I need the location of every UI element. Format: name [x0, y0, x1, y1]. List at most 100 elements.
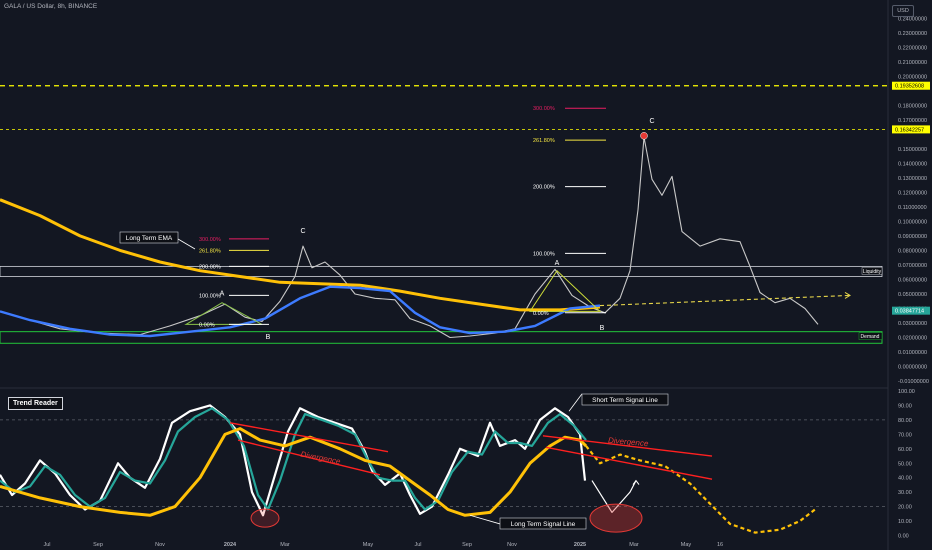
fib-label-left-2: 200.00%	[199, 264, 221, 270]
liquidity-label-box	[861, 267, 883, 275]
time-tick-label-1: Sep	[93, 542, 103, 548]
price-tick-label-14: 0.08000000	[898, 248, 927, 254]
osc-tick-label-6: 40.00	[898, 476, 912, 482]
drawing-arrowhead	[632, 479, 640, 485]
price-tick-label-10: 0.12000000	[898, 190, 927, 196]
short-signal-callout-label: Short Term Signal Line	[592, 397, 658, 404]
currency-button[interactable]: USD	[892, 5, 914, 17]
price-tick-label-22: 0.00000000	[898, 364, 927, 370]
price-pane[interactable]: 300.00% 261.80% 200.00% 100.00% 0.00% 300.00%…	[0, 85, 888, 344]
fast-signal-line	[0, 404, 587, 517]
price-tick-label-13: 0.09000000	[898, 234, 927, 240]
price-tick-label-21: 0.01000000	[898, 350, 927, 356]
short-signal-callout-box	[581, 393, 669, 406]
time-tick-label-7: Sep	[462, 542, 472, 548]
time-tick-label-2: Nov	[155, 542, 165, 548]
price-tick-label-23: -0.01000000	[898, 379, 929, 385]
time-tick-label-12: 16	[717, 542, 723, 548]
price-tick-label-2: 0.22000000	[898, 45, 927, 51]
fib-label-left-3: 100.00%	[199, 293, 221, 299]
ema-callout-box	[119, 231, 179, 244]
price-tag-label-0: 0.19352608	[895, 84, 924, 90]
price-tick-label-6: 0.17000000	[898, 118, 927, 124]
divergence-trendline-0	[229, 422, 389, 453]
price-tag-label-1: 0.16342257	[895, 127, 924, 133]
osc-tick-label-2: 80.00	[898, 418, 912, 424]
indicator-title: Trend Reader	[8, 397, 63, 410]
wave-label-4: B	[600, 325, 605, 332]
price-tick-label-12: 0.10000000	[898, 219, 927, 225]
fib-label-left-0: 300.00%	[199, 237, 221, 243]
osc-tick-label-0: 100.00	[898, 389, 915, 395]
osc-tick-label-8: 20.00	[898, 505, 912, 511]
ema-callout-leader	[177, 238, 196, 250]
oversold-highlight-1	[589, 503, 643, 533]
price-tick-label-3: 0.21000000	[898, 60, 927, 66]
osc-tick-label-1: 90.00	[898, 403, 912, 409]
time-tick-label-9: 2025	[574, 542, 586, 548]
pattern-triangle-right	[529, 269, 602, 312]
fib-label-left-1: 261.80%	[199, 248, 221, 254]
divergence-label-1: Divergence	[608, 436, 650, 449]
short-ema-line	[0, 285, 601, 338]
price-tick-label-20: 0.02000000	[898, 335, 927, 341]
price-tick-label-16: 0.06000000	[898, 277, 927, 283]
price-tag-label-2: 0.03847714	[895, 309, 924, 315]
osc-tick-label-3: 70.00	[898, 432, 912, 438]
osc-tick-label-7: 30.00	[898, 490, 912, 496]
liquidity-label: Liquidity	[863, 269, 882, 275]
demand-label-box	[858, 332, 883, 340]
oversold-highlight-0	[250, 508, 280, 528]
time-tick-label-6: Jul	[414, 542, 421, 548]
divergence-trendline-2	[542, 435, 713, 457]
price-tick-label-11: 0.11000000	[898, 205, 927, 211]
time-tick-label-3: 2024	[224, 542, 237, 548]
divergence-trendline-3	[545, 446, 713, 480]
time-tick-label-5: May	[363, 542, 374, 548]
projection-arrowhead	[844, 291, 851, 299]
symbol-title: GALA / US Dollar, 8h, BINANCE	[4, 3, 98, 10]
price-tick-label-19: 0.03000000	[898, 321, 927, 327]
fib-label-right-1: 261.80%	[533, 138, 555, 144]
osc-tick-label-4: 60.00	[898, 447, 912, 453]
price-tag-2	[892, 306, 930, 315]
price-tag-0	[892, 81, 930, 90]
price-tick-label-7: 0.15000000	[898, 147, 927, 153]
short-term-signal-line	[0, 407, 587, 511]
time-tick-label-4: Mar	[280, 542, 290, 548]
time-tick-label-10: Mar	[629, 542, 639, 548]
price-tick-label-9: 0.13000000	[898, 176, 927, 182]
wave-label-5: C	[649, 118, 654, 125]
peak-marker-icon	[640, 132, 648, 140]
osc-tick-label-5: 50.00	[898, 461, 912, 467]
fib-label-right-4: 0.00%	[533, 311, 549, 317]
time-tick-label-8: Nov	[507, 542, 517, 548]
wave-label-2: C	[300, 228, 305, 235]
price-tick-label-15: 0.07000000	[898, 263, 927, 269]
price-tick-label-8: 0.14000000	[898, 161, 927, 167]
demand-label: Demand	[861, 334, 880, 340]
wave-label-1: B	[266, 334, 271, 341]
price-tag-1	[892, 125, 930, 134]
long-term-ema-line	[0, 198, 601, 312]
short-signal-callout-leader	[568, 393, 583, 412]
ema-callout-label: Long Term EMA	[126, 235, 173, 242]
osc-tick-label-9: 10.00	[898, 519, 912, 525]
time-tick-label-11: May	[681, 542, 692, 548]
wave-label-3: A	[555, 260, 560, 267]
long-signal-callout-label: Long Term Signal Line	[511, 521, 576, 528]
pattern-triangle-left	[184, 302, 263, 325]
price-tick-label-5: 0.18000000	[898, 103, 927, 109]
fib-label-right-0: 300.00%	[533, 106, 555, 112]
long-signal-callout-box	[499, 517, 587, 530]
drawing-line	[591, 480, 637, 513]
price-tick-label-4: 0.20000000	[898, 74, 927, 80]
long-signal-callout-leader	[469, 514, 501, 525]
fib-label-left-4: 0.00%	[199, 322, 215, 328]
fib-label-right-2: 200.00%	[533, 185, 555, 191]
divergence-trendline-1	[237, 439, 381, 476]
osc-tick-label-10: 0.00	[898, 534, 909, 540]
